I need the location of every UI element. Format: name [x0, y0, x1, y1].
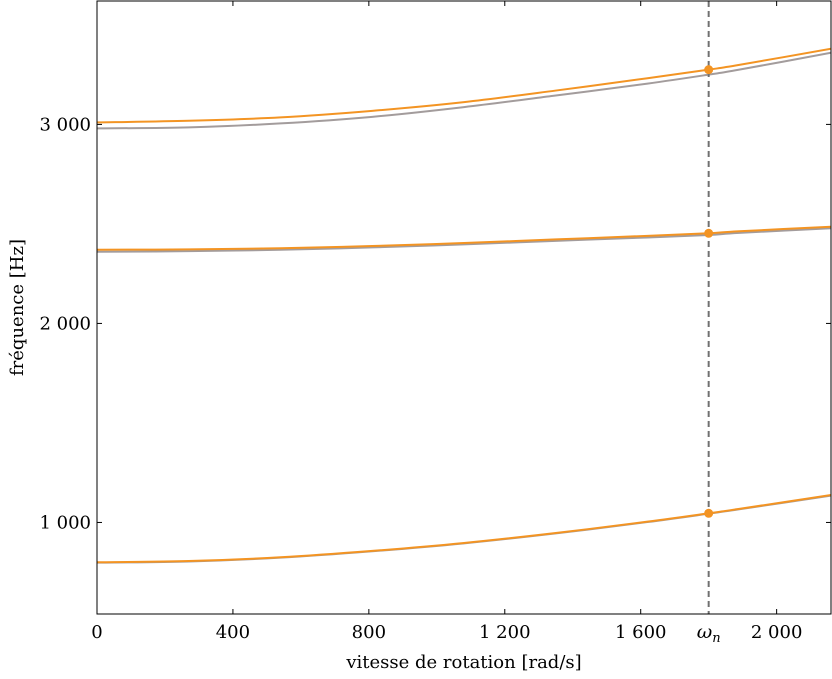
- x-tick-label: 400: [216, 622, 250, 643]
- x-tick-label: 1 600: [615, 622, 667, 643]
- x-tick-label: 2 000: [751, 622, 803, 643]
- y-tick-label: 1 000: [39, 512, 91, 533]
- y-tick-label: 2 000: [39, 313, 91, 334]
- series-line-1: [97, 47, 831, 124]
- data-point-0: [704, 65, 714, 75]
- series-line-2: [97, 227, 831, 253]
- x-tick-label: 800: [352, 622, 386, 643]
- series-line-5: [97, 493, 831, 564]
- x-tick-label: 0: [91, 622, 102, 643]
- omega-n-label: ωn: [697, 621, 721, 646]
- y-axis-label: fréquence [Hz]: [7, 239, 28, 376]
- series-line-3: [97, 225, 831, 251]
- plot-frame: [96, 0, 832, 615]
- x-axis-label: vitesse de rotation [rad/s]: [345, 652, 581, 673]
- y-tick-label: 3 000: [39, 114, 91, 135]
- x-tick-label: 1 200: [479, 622, 531, 643]
- data-point-1: [704, 228, 714, 238]
- series-line-4: [97, 494, 831, 564]
- ticks-layer: 0 400 800 1 200 1 600 2 000 1 000 2 000 3 000 ωn: [39, 1, 831, 646]
- points-layer: [704, 65, 714, 518]
- data-point-2: [704, 508, 714, 518]
- series-layer: [97, 47, 831, 564]
- series-line-0: [97, 51, 831, 130]
